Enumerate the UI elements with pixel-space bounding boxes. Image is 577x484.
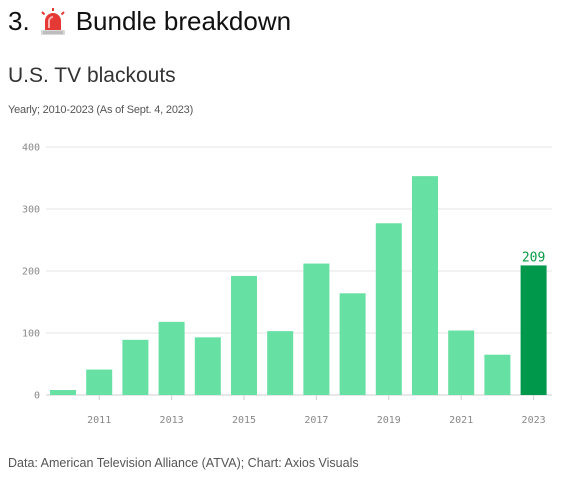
y-tick-label: 0 xyxy=(34,391,40,402)
bar-2014 xyxy=(194,337,221,395)
x-tick-label: 2015 xyxy=(232,415,256,426)
bar-2016 xyxy=(267,331,294,395)
y-tick-label: 100 xyxy=(22,329,40,340)
bar-2013 xyxy=(158,321,185,395)
bar-2018 xyxy=(339,293,366,395)
siren-icon xyxy=(40,7,65,35)
bar-2015 xyxy=(231,275,257,395)
bar-2011 xyxy=(86,369,113,395)
x-tick-label: 2013 xyxy=(160,415,184,426)
x-tick-label: 2017 xyxy=(304,415,328,426)
bar-2022 xyxy=(484,354,511,395)
y-tick-label: 400 xyxy=(22,143,40,154)
section-title: Bundle breakdown xyxy=(75,6,292,36)
x-tick-label: 2011 xyxy=(87,415,111,426)
chart-title: U.S. TV blackouts xyxy=(8,64,176,87)
bar-2019 xyxy=(375,223,402,395)
chart-subtitle: Yearly; 2010-2023 (As of Sept. 4, 2023) xyxy=(8,104,194,116)
y-axis: 0 100 200 300 400 xyxy=(22,143,40,402)
x-tick-label: 2019 xyxy=(377,415,401,426)
section-number: 3. xyxy=(8,6,30,36)
section-heading: 3. Bundle breakdown xyxy=(8,6,291,37)
bar-2010 xyxy=(50,390,76,395)
bar-2012 xyxy=(122,339,149,395)
source-note: Data: American Television Alliance (ATVA… xyxy=(8,456,359,470)
y-tick-label: 200 xyxy=(22,267,40,278)
bar-2020 xyxy=(412,176,438,395)
highlight-value-label: 209 xyxy=(522,250,545,265)
x-tick-label: 2021 xyxy=(449,415,473,426)
x-tick-label: 2023 xyxy=(522,415,546,426)
bar-2017 xyxy=(303,263,330,395)
gridlines xyxy=(46,146,552,396)
data-labels: 209 xyxy=(522,250,545,265)
y-tick-label: 300 xyxy=(22,205,40,216)
bar-2021 xyxy=(448,330,475,395)
bar-2023 xyxy=(520,265,547,395)
bars xyxy=(50,176,547,395)
x-axis: 2011 2013 2015 2017 2019 2021 2023 xyxy=(87,395,546,426)
